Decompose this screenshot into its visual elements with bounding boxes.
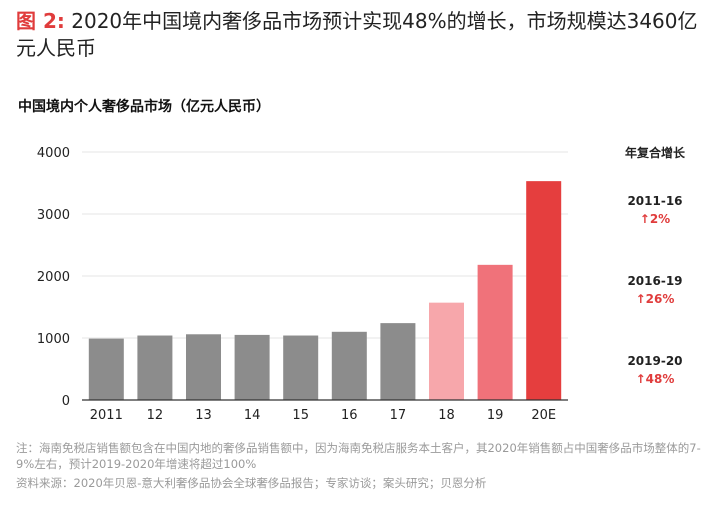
x-tick-label: 12 bbox=[147, 408, 164, 423]
chart-note: 注：海南免税店销售额包含在中国内地的奢侈品销售额中，因为海南免税店服务本土客户，… bbox=[16, 441, 701, 471]
x-tick-label: 2011 bbox=[90, 408, 123, 423]
x-tick-label: 18 bbox=[438, 408, 455, 423]
bar-2011 bbox=[88, 338, 124, 400]
bar-16 bbox=[331, 331, 367, 400]
bar-14 bbox=[234, 334, 270, 400]
figure-label: 图 2: bbox=[16, 9, 65, 33]
bar-17 bbox=[380, 323, 416, 400]
bar-18 bbox=[429, 302, 464, 400]
y-tick-label: 4000 bbox=[37, 146, 70, 161]
y-tick-label: 3000 bbox=[37, 208, 70, 223]
title-text: 2020年中国境内奢侈品市场预计实现48%的增长，市场规模达3460亿元人民币 bbox=[16, 9, 698, 60]
x-tick-label: 20E bbox=[531, 408, 556, 423]
cagr-period: 2019-20 bbox=[627, 354, 683, 368]
cagr-period: 2016-19 bbox=[627, 274, 683, 288]
bar-chart: 0 1000 2000 3000 4000 2011 12 13 14 15 16 17 18 19 20E bbox=[37, 146, 568, 423]
chart-source: 资料来源：2020年贝恩-意大利奢侈品协会全球奢侈品报告；专家访谈；案头研究；贝… bbox=[16, 476, 487, 490]
cagr-item-2019-20: 2019-20 ↑48% bbox=[610, 352, 700, 388]
x-tick-label: 14 bbox=[244, 408, 261, 423]
x-tick-label: 13 bbox=[195, 408, 212, 423]
x-tick-label: 16 bbox=[341, 408, 358, 423]
y-tick-label: 1000 bbox=[37, 332, 70, 347]
cagr-value: ↑26% bbox=[635, 292, 675, 306]
bar-15 bbox=[283, 335, 319, 400]
bar-20E bbox=[526, 181, 562, 400]
x-tick-label: 19 bbox=[487, 408, 504, 423]
cagr-value: ↑2% bbox=[639, 212, 671, 226]
y-tick-label: 0 bbox=[62, 394, 70, 409]
x-tick-label: 17 bbox=[390, 408, 407, 423]
bar-12 bbox=[137, 335, 173, 400]
x-tick-label: 15 bbox=[292, 408, 309, 423]
cagr-period: 2011-16 bbox=[627, 194, 683, 208]
y-tick-label: 2000 bbox=[37, 270, 70, 285]
bar-19 bbox=[477, 264, 513, 400]
cagr-item-2011-16: 2011-16 ↑2% bbox=[610, 192, 700, 228]
cagr-value: ↑48% bbox=[635, 372, 675, 386]
bar-13 bbox=[186, 334, 221, 400]
chart-title: 图 2: 2020年中国境内奢侈品市场预计实现48%的增长，市场规模达3460亿… bbox=[16, 8, 706, 62]
cagr-item-2016-19: 2016-19 ↑26% bbox=[610, 272, 700, 308]
chart-subtitle: 中国境内个人奢侈品市场（亿元人民币） bbox=[18, 99, 270, 115]
cagr-heading: 年复合增长 bbox=[624, 146, 685, 160]
